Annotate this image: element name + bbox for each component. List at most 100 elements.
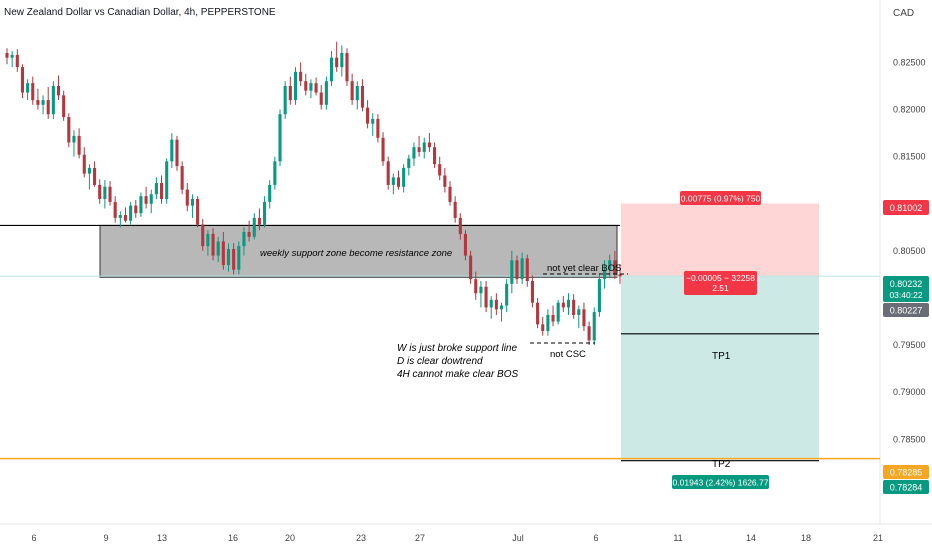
stop-price-badge xyxy=(883,200,929,215)
time-tick-label: 9 xyxy=(103,533,108,543)
candle-body xyxy=(458,217,462,234)
candle-body xyxy=(278,114,282,162)
candle-body xyxy=(93,167,97,185)
entry-price-badge xyxy=(883,303,929,317)
candle-body xyxy=(170,139,174,162)
price-tick-label: 0.82000 xyxy=(893,105,926,115)
candle-body xyxy=(355,85,359,101)
candle-body xyxy=(520,258,524,280)
candle-body xyxy=(319,92,323,105)
tp2-line-price: 0.78285 xyxy=(890,468,923,478)
candle-body xyxy=(396,177,401,187)
candle-body xyxy=(484,286,488,308)
candle-body xyxy=(381,137,385,162)
current-pnl-bg xyxy=(684,271,757,295)
csc-annotation: not CSC xyxy=(550,349,586,360)
candle-body xyxy=(62,95,66,118)
candle-body xyxy=(154,183,158,195)
time-tick-label: 23 xyxy=(356,533,366,543)
note-line-1: W is just broke support line xyxy=(397,343,517,354)
candle-body xyxy=(134,205,138,214)
stop-label-bg xyxy=(680,191,761,205)
zone-annotation: weekly support zone become resistance zo… xyxy=(260,248,452,259)
candle-body xyxy=(443,175,447,187)
candle-body xyxy=(608,260,612,270)
candle-body xyxy=(82,154,86,174)
candle-body xyxy=(474,279,478,294)
candle-body xyxy=(242,232,246,247)
candle-body xyxy=(46,100,50,115)
time-tick-label: 27 xyxy=(415,533,425,543)
candle-body xyxy=(149,194,153,204)
time-tick-label: 20 xyxy=(285,533,295,543)
candle-body xyxy=(10,54,14,58)
candle-body xyxy=(67,117,71,143)
candle-body xyxy=(268,184,272,202)
candle-body xyxy=(479,286,483,294)
note-line-3: 4H cannot make clear BOS xyxy=(397,369,518,380)
time-axis[interactable]: 6 9 13 16 20 23 27 Jul 6 11 14 18 21 xyxy=(31,533,883,543)
bar-countdown: 03:40:22 xyxy=(889,290,922,300)
candle-body xyxy=(427,142,431,148)
candle-body xyxy=(129,205,133,221)
candle-body xyxy=(386,161,390,185)
candle-body xyxy=(15,54,19,68)
candle-body xyxy=(309,83,313,91)
candle-body xyxy=(566,299,571,308)
candle-body xyxy=(366,107,370,124)
chart-title: New Zealand Dollar vs Canadian Dollar, 4… xyxy=(4,7,276,18)
candle-body xyxy=(551,314,555,322)
candle-body xyxy=(314,83,318,93)
candle-body xyxy=(165,161,169,200)
candle-body xyxy=(463,233,468,256)
candle-body xyxy=(113,201,117,218)
candle-body xyxy=(360,85,364,108)
candle-body xyxy=(546,314,550,331)
last-price-badge xyxy=(883,276,929,302)
candle-body xyxy=(36,100,40,105)
candle-body xyxy=(180,166,184,190)
candle-body xyxy=(237,246,241,270)
candle-body xyxy=(51,85,55,115)
tp2-line-badge xyxy=(883,465,929,479)
candle-body xyxy=(288,85,292,101)
candle-body xyxy=(499,305,504,310)
take-profit-zone[interactable] xyxy=(621,276,819,460)
candle-body xyxy=(324,81,328,105)
candle-body xyxy=(216,241,220,256)
time-tick-label: 6 xyxy=(593,533,598,543)
candle-body xyxy=(350,81,354,101)
candle-body xyxy=(505,283,509,306)
candle-body xyxy=(433,147,437,165)
candle-body xyxy=(201,224,205,247)
candle-body xyxy=(577,309,581,315)
candle-body xyxy=(77,135,81,155)
candle-body xyxy=(185,189,189,206)
time-tick-label: 11 xyxy=(673,533,682,543)
time-tick-label: 13 xyxy=(157,533,167,543)
candle-body xyxy=(613,260,617,275)
candle-body xyxy=(190,199,194,206)
candle-body xyxy=(561,302,565,308)
candle-body xyxy=(417,147,421,152)
candle-body xyxy=(98,184,102,200)
current-pnl-line2: 2.51 xyxy=(712,283,729,293)
bos-annotation: not yet clear BOS xyxy=(547,263,621,274)
candle-body xyxy=(335,57,339,68)
candle-body xyxy=(371,118,375,124)
entry-price: 0.80227 xyxy=(890,306,923,316)
stop-loss-zone[interactable] xyxy=(621,203,819,277)
candle-body xyxy=(376,118,380,138)
resistance-zone-rect[interactable] xyxy=(99,224,618,278)
candlestick-series xyxy=(5,41,622,346)
candle-body xyxy=(582,309,586,327)
candle-body xyxy=(108,186,112,202)
price-tick-label: 0.82500 xyxy=(893,57,926,67)
candle-body xyxy=(26,83,30,93)
candle-body xyxy=(422,142,426,152)
candle-body xyxy=(232,248,236,270)
candle-body xyxy=(41,100,45,105)
candle-body xyxy=(304,81,308,91)
candle-body xyxy=(144,196,148,204)
